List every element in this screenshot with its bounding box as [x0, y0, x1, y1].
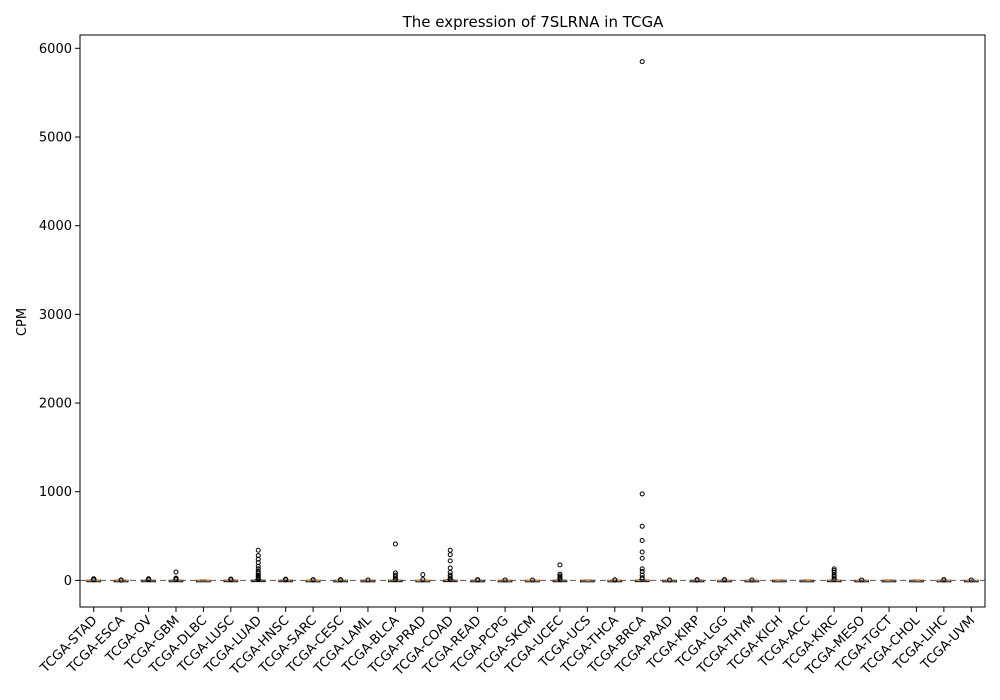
outlier-point [447, 572, 453, 578]
plot-area-frame [79, 34, 986, 608]
outlier-point [392, 572, 398, 578]
box-group [826, 566, 842, 583]
outlier-point [173, 569, 179, 575]
box-group [223, 576, 239, 583]
outlier-point [639, 575, 645, 581]
box-group [86, 576, 102, 583]
outlier-point [310, 577, 316, 583]
y-axis-ticks: 0 1000 2000 3000 4000 5000 6000 [39, 42, 80, 589]
y-tick-label: 1000 [39, 485, 72, 500]
outlier-point [639, 491, 645, 497]
box-series [80, 59, 985, 583]
y-tick-label: 6000 [39, 42, 72, 57]
outlier-point [447, 569, 453, 575]
y-tick-label: 0 [64, 574, 72, 589]
outlier-point [694, 577, 700, 583]
outlier-point [255, 553, 261, 559]
outlier-point [228, 576, 234, 582]
box-group [305, 577, 321, 583]
outlier-point [447, 565, 453, 571]
box-group [442, 547, 458, 583]
box-group [689, 577, 705, 583]
outlier-point [612, 577, 618, 583]
outlier-point [392, 570, 398, 576]
outlier-point [447, 558, 453, 564]
outlier-point [255, 569, 261, 575]
y-tick-label: 3000 [39, 308, 72, 323]
outlier-point [639, 569, 645, 575]
outlier-point [392, 541, 398, 547]
box-group [141, 576, 156, 583]
outlier-point [557, 571, 563, 577]
outlier-point [557, 562, 563, 568]
outlier-point [831, 568, 837, 574]
outlier-point [721, 577, 727, 583]
outlier-point [639, 555, 645, 561]
box-group [388, 541, 403, 583]
outlier-point [941, 577, 947, 583]
outlier-point [420, 577, 426, 583]
outlier-point [831, 566, 837, 572]
box-group [634, 59, 650, 583]
outlier-point [283, 576, 289, 582]
y-tick-label: 5000 [39, 130, 72, 145]
outlier-point [475, 577, 481, 583]
chart-title: The expression of 7SLRNA in TCGA [402, 13, 664, 31]
outlier-point [639, 537, 645, 543]
x-axis-ticks: TCGA-STADTCGA-ESCATCGA-OVTCGA-GBMTCGA-DL… [37, 607, 978, 679]
outlier-point [255, 547, 261, 553]
outlier-point [447, 552, 453, 558]
outlier-point [420, 572, 426, 578]
outlier-point [639, 549, 645, 555]
outlier-point [639, 523, 645, 529]
box-group [333, 577, 348, 583]
outlier-point [639, 566, 645, 572]
box-group [470, 577, 486, 583]
outlier-point [639, 59, 645, 65]
y-tick-label: 2000 [39, 397, 72, 412]
box-group [552, 562, 568, 583]
outlier-point [338, 577, 344, 583]
box-group [717, 577, 732, 583]
outlier-point [255, 566, 261, 572]
outlier-point [146, 576, 152, 582]
box-group [278, 576, 294, 583]
box-group [936, 577, 952, 583]
outlier-point [557, 573, 563, 579]
y-axis-label: CPM [15, 308, 30, 336]
y-tick-label: 4000 [39, 219, 72, 234]
box-group [250, 547, 266, 583]
outlier-point [447, 547, 453, 553]
